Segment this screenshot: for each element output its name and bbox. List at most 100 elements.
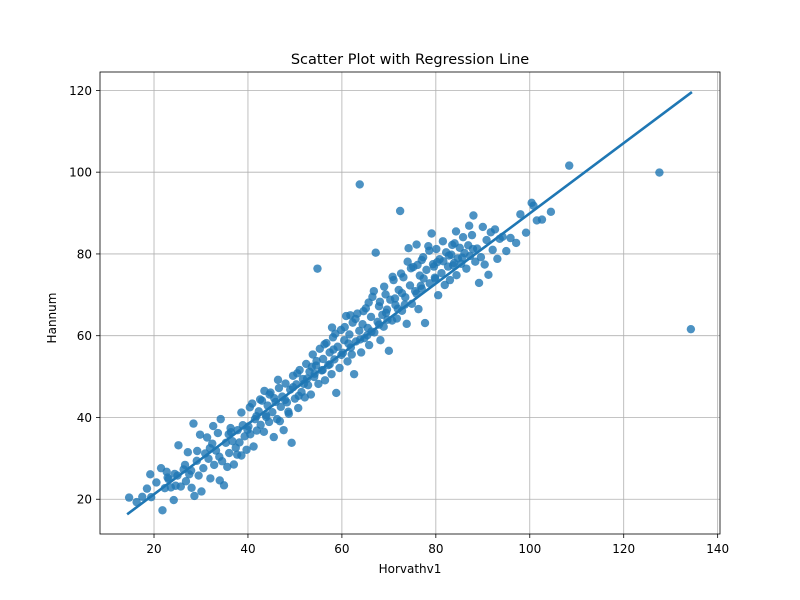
data-point xyxy=(194,471,203,480)
data-point xyxy=(208,421,218,431)
data-point xyxy=(340,322,349,332)
data-point xyxy=(279,425,288,435)
data-point xyxy=(312,356,321,366)
data-point xyxy=(493,254,502,264)
data-point xyxy=(294,403,303,413)
data-point xyxy=(202,433,212,442)
data-point xyxy=(369,286,379,296)
data-point xyxy=(287,438,296,448)
data-point xyxy=(375,297,385,306)
data-point xyxy=(419,274,428,283)
data-point xyxy=(215,452,224,461)
data-point xyxy=(356,348,366,357)
data-point xyxy=(490,225,500,234)
data-point xyxy=(686,324,696,334)
data-point xyxy=(371,248,380,257)
data-point xyxy=(467,230,477,240)
data-point xyxy=(438,237,448,246)
data-point xyxy=(320,376,330,385)
y-tick-label: 80 xyxy=(77,247,92,261)
data-point xyxy=(169,495,178,505)
data-point xyxy=(124,493,134,502)
data-point xyxy=(190,491,199,501)
data-point xyxy=(484,270,493,279)
data-point xyxy=(388,272,397,282)
data-point xyxy=(152,478,161,487)
data-point xyxy=(432,244,441,254)
data-point xyxy=(458,232,468,242)
plot-frame xyxy=(99,71,721,535)
x-tick-label: 60 xyxy=(334,542,349,556)
data-point xyxy=(293,369,302,378)
data-point xyxy=(355,326,364,336)
data-point xyxy=(346,311,355,320)
data-point xyxy=(187,483,196,492)
data-point xyxy=(414,304,423,314)
data-point xyxy=(476,253,486,262)
data-point xyxy=(219,481,229,490)
data-point xyxy=(327,323,337,332)
data-point xyxy=(381,308,391,318)
data-point xyxy=(193,446,202,456)
data-point xyxy=(471,257,480,266)
data-point xyxy=(437,268,446,278)
data-point xyxy=(395,206,405,216)
data-point xyxy=(320,340,329,349)
x-tick-label: 140 xyxy=(706,542,729,556)
data-point xyxy=(516,210,525,219)
data-point xyxy=(307,362,317,371)
data-point xyxy=(349,369,359,379)
data-point xyxy=(284,407,293,416)
data-point xyxy=(402,319,411,329)
data-point xyxy=(345,330,354,339)
data-point xyxy=(364,340,374,350)
x-tick-label: 40 xyxy=(240,542,255,556)
data-point xyxy=(404,244,413,253)
points-layer xyxy=(124,161,696,515)
data-point xyxy=(384,346,394,356)
data-point xyxy=(262,412,271,422)
data-point xyxy=(228,436,237,446)
data-point xyxy=(213,428,223,438)
chart-title: Scatter Plot with Regression Line xyxy=(291,52,529,68)
data-point xyxy=(138,492,147,501)
data-point xyxy=(273,375,283,385)
data-point xyxy=(163,473,172,482)
data-point xyxy=(464,221,474,230)
data-point xyxy=(502,246,511,256)
data-point xyxy=(457,253,467,262)
data-point xyxy=(403,257,412,266)
data-point xyxy=(448,240,457,250)
data-point xyxy=(412,240,421,249)
data-point xyxy=(232,450,242,459)
data-point xyxy=(242,445,251,454)
data-point xyxy=(229,460,239,469)
data-point xyxy=(274,383,284,393)
grid-layer xyxy=(100,72,720,534)
data-point xyxy=(546,207,556,217)
data-point xyxy=(275,416,285,426)
data-point xyxy=(281,379,290,388)
data-point xyxy=(216,414,225,424)
data-point xyxy=(366,312,376,322)
data-point xyxy=(347,350,356,359)
data-point xyxy=(176,482,185,491)
data-point xyxy=(237,408,246,417)
data-point xyxy=(506,233,515,243)
y-tick-label: 100 xyxy=(69,166,92,180)
x-tick-label: 80 xyxy=(428,542,443,556)
data-point xyxy=(397,288,407,298)
data-point xyxy=(256,420,265,430)
data-point xyxy=(332,388,341,398)
regression-line-layer xyxy=(126,91,693,516)
y-tick-label: 120 xyxy=(69,84,92,98)
data-point xyxy=(314,379,323,389)
data-point xyxy=(344,339,353,348)
data-point xyxy=(269,432,278,442)
y-tick-label: 60 xyxy=(77,329,92,343)
data-point xyxy=(174,441,183,450)
regression-line xyxy=(126,91,693,516)
data-point xyxy=(265,390,274,399)
data-point xyxy=(255,395,265,404)
data-point xyxy=(420,318,430,328)
